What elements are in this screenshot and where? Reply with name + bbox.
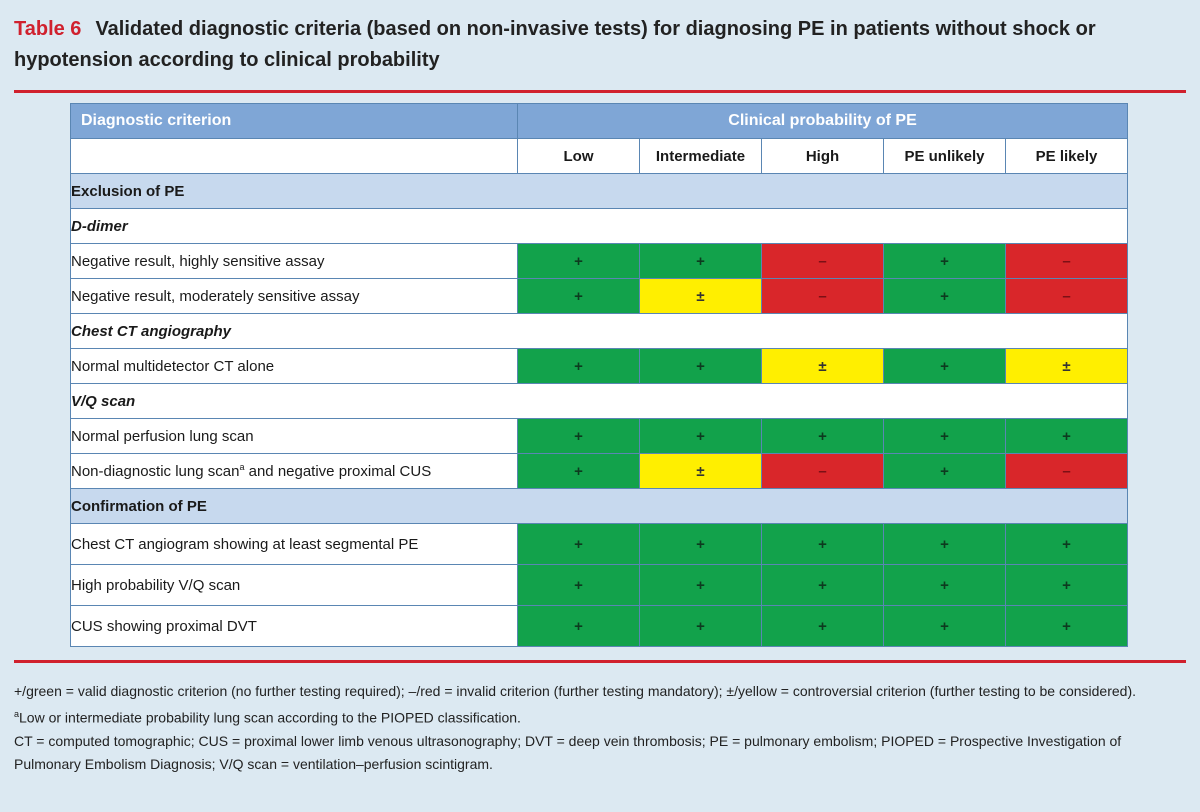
- criterion-mark: +: [639, 605, 762, 647]
- criterion-mark: +: [639, 418, 762, 454]
- criterion-label-text: Non-diagnostic lung scan: [71, 463, 240, 480]
- category-title: V/Q scan: [69, 383, 1129, 419]
- criterion-mark: +: [517, 523, 640, 565]
- category-row-ddimer: D-dimer: [69, 208, 1129, 244]
- criterion-mark: +: [1004, 605, 1129, 647]
- category-title: D-dimer: [69, 208, 1129, 244]
- criterion-mark: +: [883, 243, 1006, 279]
- criterion-row: Negative result, moderately sensitive as…: [70, 278, 1129, 314]
- criterion-row: Non-diagnostic lung scana and negative p…: [70, 453, 1129, 489]
- bottom-rule: [14, 660, 1186, 663]
- criterion-mark: –: [1004, 278, 1129, 314]
- section-row-confirmation: Confirmation of PE: [69, 488, 1129, 524]
- column-header-pe-unlikely: PE unlikely: [883, 138, 1006, 174]
- criterion-row: Negative result, highly sensitive assay …: [70, 243, 1129, 279]
- criterion-mark: ±: [639, 278, 762, 314]
- criterion-mark: ±: [639, 453, 762, 489]
- probability-header: Clinical probability of PE: [516, 103, 1129, 139]
- criterion-row: Normal multidetector CT alone + + ± + ±: [70, 348, 1129, 384]
- criterion-mark: +: [639, 523, 762, 565]
- blank-header-cell: [70, 138, 518, 174]
- section-title: Confirmation of PE: [69, 488, 1129, 524]
- criterion-mark: +: [883, 605, 1006, 647]
- criterion-label: Normal multidetector CT alone: [70, 348, 518, 384]
- criterion-mark: +: [883, 278, 1006, 314]
- criterion-mark: +: [761, 564, 884, 606]
- column-header-row: Low Intermediate High PE unlikely PE lik…: [70, 138, 1129, 174]
- criterion-mark: –: [1004, 453, 1129, 489]
- table-number: Table 6: [14, 18, 82, 40]
- column-header-low: Low: [517, 138, 640, 174]
- criterion-label: Normal perfusion lung scan: [70, 418, 518, 454]
- table-title: Validated diagnostic criteria (based on …: [14, 18, 1096, 71]
- criterion-label: Chest CT angiogram showing at least segm…: [70, 523, 518, 565]
- criterion-row: CUS showing proximal DVT + + + + +: [70, 605, 1129, 647]
- footnote-a: aLow or intermediate probability lung sc…: [14, 703, 1189, 730]
- criterion-mark: +: [761, 523, 884, 565]
- criterion-mark: +: [517, 564, 640, 606]
- criterion-mark: +: [883, 348, 1006, 384]
- criterion-label: Negative result, moderately sensitive as…: [70, 278, 518, 314]
- table-footnotes: +/green = valid diagnostic criterion (no…: [14, 680, 1189, 776]
- top-rule: [14, 90, 1186, 93]
- category-row-vq: V/Q scan: [69, 383, 1129, 419]
- criterion-mark: –: [761, 278, 884, 314]
- criterion-mark: +: [517, 418, 640, 454]
- criterion-mark: +: [761, 418, 884, 454]
- criterion-label: CUS showing proximal DVT: [70, 605, 518, 647]
- criterion-mark: +: [517, 605, 640, 647]
- footnote-a-marker: a: [14, 709, 20, 719]
- criterion-mark: +: [639, 348, 762, 384]
- abbreviations-note: CT = computed tomographic; CUS = proxima…: [14, 732, 1122, 772]
- criterion-mark: +: [883, 523, 1006, 565]
- criterion-label: Non-diagnostic lung scana and negative p…: [70, 453, 518, 489]
- criterion-mark: +: [517, 243, 640, 279]
- section-row-exclusion: Exclusion of PE: [69, 173, 1129, 209]
- criterion-mark: +: [883, 418, 1006, 454]
- section-title: Exclusion of PE: [69, 173, 1129, 209]
- criterion-mark: +: [517, 453, 640, 489]
- criterion-mark: +: [1004, 418, 1129, 454]
- criterion-mark: +: [639, 564, 762, 606]
- criterion-label-suffix: and negative proximal CUS: [244, 463, 432, 480]
- criterion-mark: +: [883, 453, 1006, 489]
- criterion-row: Normal perfusion lung scan + + + + +: [70, 418, 1129, 454]
- criterion-label: Negative result, highly sensitive assay: [70, 243, 518, 279]
- criterion-mark: +: [883, 564, 1006, 606]
- criterion-mark: +: [517, 348, 640, 384]
- category-row-ct: Chest CT angiography: [69, 313, 1129, 349]
- criterion-mark: +: [517, 278, 640, 314]
- category-title: Chest CT angiography: [69, 313, 1129, 349]
- criterion-mark: +: [761, 605, 884, 647]
- criterion-mark: ±: [1004, 348, 1129, 384]
- criterion-mark: –: [761, 243, 884, 279]
- column-header-pe-likely: PE likely: [1004, 138, 1129, 174]
- criterion-header: Diagnostic criterion: [70, 103, 518, 139]
- column-header-intermediate: Intermediate: [639, 138, 762, 174]
- legend-note: +/green = valid diagnostic criterion (no…: [14, 683, 1136, 699]
- table-caption: Table 6 Validated diagnostic criteria (ba…: [14, 14, 1184, 76]
- criterion-mark: +: [1004, 523, 1129, 565]
- diagnostic-criteria-table: Diagnostic criterion Clinical probabilit…: [69, 103, 1129, 647]
- criterion-label: High probability V/Q scan: [70, 564, 518, 606]
- header-row: Diagnostic criterion Clinical probabilit…: [70, 103, 1129, 139]
- criterion-row: High probability V/Q scan + + + + +: [70, 564, 1129, 606]
- criterion-mark: ±: [761, 348, 884, 384]
- criterion-row: Chest CT angiogram showing at least segm…: [70, 523, 1129, 565]
- footnote-marker: a: [239, 462, 245, 472]
- criterion-mark: –: [761, 453, 884, 489]
- criterion-mark: –: [1004, 243, 1129, 279]
- footnote-a-text: Low or intermediate probability lung sca…: [19, 709, 521, 726]
- criterion-mark: +: [639, 243, 762, 279]
- criterion-mark: +: [1004, 564, 1129, 606]
- column-header-high: High: [761, 138, 884, 174]
